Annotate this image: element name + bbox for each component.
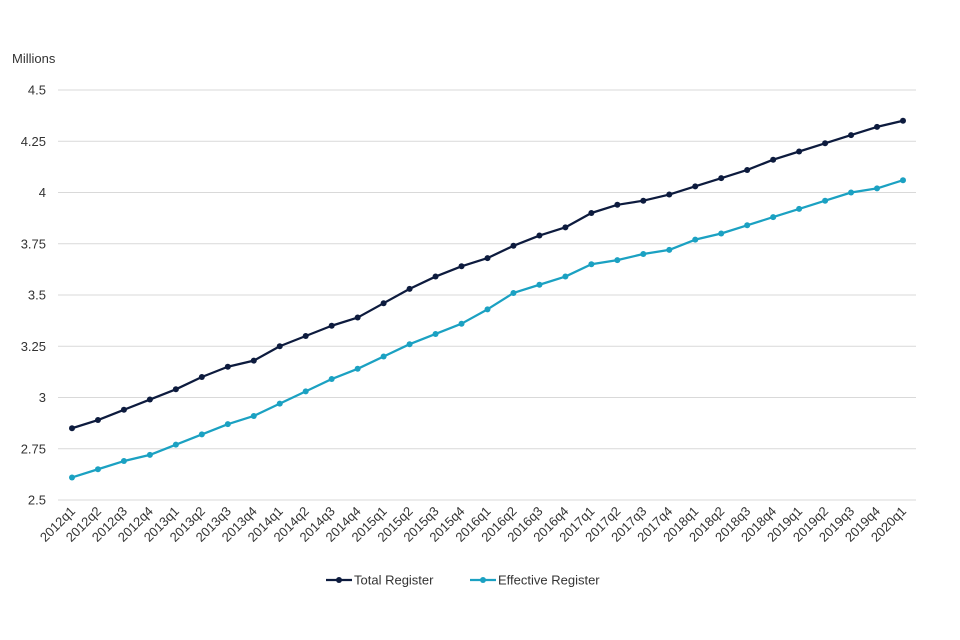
x-axis-ticks: 2012q12012q22012q32012q42013q12013q22013…	[37, 504, 909, 545]
data-point	[744, 222, 751, 229]
data-point	[874, 123, 881, 130]
data-point	[380, 300, 387, 307]
data-point	[250, 357, 257, 364]
data-point	[354, 365, 361, 372]
data-point	[328, 376, 335, 383]
y-tick-label: 2.75	[21, 441, 46, 456]
data-point	[614, 201, 621, 208]
series-lines	[69, 117, 906, 481]
data-point	[250, 412, 257, 419]
legend-item: Total Register	[326, 573, 434, 588]
legend-marker	[336, 577, 342, 583]
data-point	[484, 255, 491, 262]
data-point	[198, 374, 205, 380]
data-point	[666, 191, 673, 198]
data-point	[484, 306, 491, 313]
data-point	[432, 273, 439, 280]
y-tick-label: 4.25	[21, 134, 46, 149]
y-tick-label: 3.25	[21, 339, 46, 354]
data-point	[458, 263, 465, 270]
data-point	[744, 166, 751, 173]
data-point	[510, 289, 517, 296]
data-point	[848, 132, 855, 139]
data-point	[198, 431, 205, 438]
data-point	[276, 343, 283, 350]
data-point	[900, 117, 906, 124]
y-tick-label: 4.5	[28, 83, 46, 98]
data-point	[94, 466, 101, 473]
data-point	[692, 236, 699, 243]
data-point	[172, 386, 179, 393]
series-line	[71, 179, 904, 479]
series-line	[71, 119, 904, 430]
data-point	[458, 320, 465, 327]
series-total-register	[69, 117, 906, 432]
data-point	[536, 281, 543, 288]
data-point	[224, 363, 231, 370]
data-point	[276, 400, 283, 407]
data-point	[874, 185, 881, 192]
legend-marker	[480, 577, 486, 583]
data-point	[302, 333, 309, 339]
data-point	[770, 214, 777, 221]
y-tick-label: 3.75	[21, 236, 46, 251]
data-point	[770, 156, 777, 163]
data-point	[380, 353, 387, 360]
legend-label: Effective Register	[498, 573, 600, 588]
legend-item: Effective Register	[470, 573, 600, 588]
data-point	[796, 205, 803, 212]
data-point	[848, 189, 855, 196]
data-point	[718, 230, 725, 237]
data-point	[94, 417, 101, 424]
legend: Total Register Effective Register	[326, 573, 600, 588]
data-point	[640, 197, 647, 204]
y-tick-label: 4	[39, 185, 46, 200]
data-point	[640, 251, 647, 257]
data-point	[562, 273, 569, 280]
data-point	[588, 261, 595, 268]
series-effective-register	[69, 177, 906, 481]
data-point	[822, 197, 829, 204]
data-point	[536, 232, 543, 239]
data-point	[510, 242, 517, 249]
data-point	[120, 406, 127, 413]
y-tick-label: 3.5	[28, 288, 46, 303]
data-point	[692, 183, 699, 190]
data-point	[120, 458, 127, 465]
gridlines	[58, 89, 916, 501]
data-point	[146, 451, 153, 458]
data-point	[406, 341, 413, 348]
data-point	[224, 421, 231, 428]
data-point	[588, 210, 595, 216]
legend-label: Total Register	[354, 573, 434, 588]
y-tick-label: 2.5	[28, 493, 46, 508]
data-point	[172, 441, 179, 448]
data-point	[718, 175, 725, 182]
data-point	[69, 425, 75, 432]
data-point	[69, 474, 75, 481]
y-axis-ticks: 2.5 2.75 3 3.25 3.5 3.75 4 4.25 4.5	[21, 83, 46, 508]
data-point	[822, 140, 829, 147]
data-point	[796, 148, 803, 155]
data-point	[354, 314, 361, 321]
data-point	[432, 330, 439, 337]
data-point	[302, 388, 309, 395]
data-point	[328, 322, 335, 329]
data-point	[146, 396, 153, 403]
data-point	[406, 285, 413, 292]
y-tick-label: 3	[39, 390, 46, 405]
data-point	[614, 257, 621, 264]
data-point	[562, 224, 569, 231]
data-point	[666, 246, 673, 253]
y-axis-unit-label: Millions	[12, 51, 56, 66]
data-point	[900, 177, 906, 184]
